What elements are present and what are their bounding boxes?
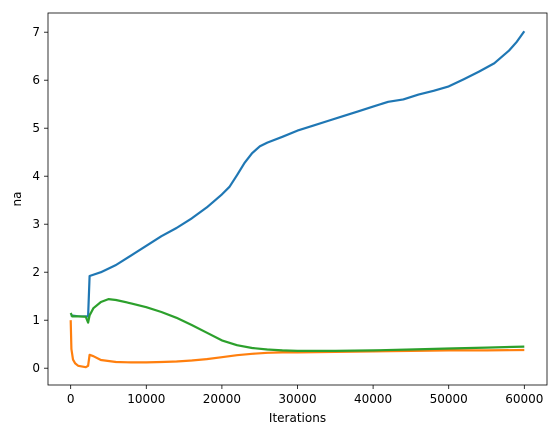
y-tick-label: 0 [32,361,40,375]
ticks-layer: 0 10000 20000 30000 40000 50000 60000 0 1 2 3 4 5 6 7 [32,25,543,406]
axes-layer [47,12,548,386]
plot-frame [47,12,548,386]
x-tick-label: 30000 [278,392,316,406]
y-tick-label: 4 [32,169,40,183]
x-tick-label: 50000 [430,392,468,406]
series-layer [69,30,526,369]
x-tick-label: 20000 [203,392,241,406]
series-line-0 [70,30,526,318]
x-tick-label: 10000 [127,392,165,406]
y-tick-label: 3 [32,217,40,231]
y-tick-label: 6 [32,73,40,87]
x-tick-label: 0 [67,392,75,406]
y-tick-label: 5 [32,121,40,135]
y-tick-label: 7 [32,25,40,39]
y-axis-label: na [10,192,24,207]
x-tick-label: 60000 [505,392,543,406]
y-tick-label: 1 [32,313,40,327]
x-tick-label: 40000 [354,392,392,406]
series-line-2 [69,298,525,352]
x-axis-label: Iterations [269,411,326,425]
series-line-1 [69,320,525,369]
y-tick-label: 2 [32,265,40,279]
